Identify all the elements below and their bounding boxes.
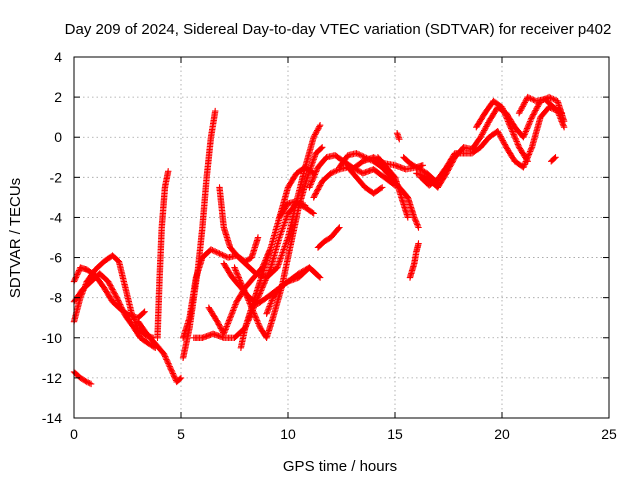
series-markers bbox=[406, 240, 422, 281]
y-tick-label: 4 bbox=[54, 49, 62, 65]
series-markers bbox=[400, 154, 426, 171]
y-tick-label: -12 bbox=[42, 370, 62, 386]
track-15 bbox=[263, 264, 322, 317]
series-markers bbox=[374, 154, 411, 221]
y-tick-label: 2 bbox=[54, 89, 62, 105]
x-tick-label: 15 bbox=[387, 426, 403, 442]
series-markers bbox=[393, 130, 403, 143]
y-tick-label: 0 bbox=[54, 129, 62, 145]
series-markers bbox=[216, 122, 324, 281]
x-tick-label: 10 bbox=[280, 426, 296, 442]
track-28 bbox=[515, 93, 566, 117]
y-tick-label: -2 bbox=[50, 169, 63, 185]
series-markers bbox=[237, 164, 317, 351]
track-14 bbox=[237, 164, 317, 351]
x-axis-title: GPS time / hours bbox=[283, 458, 397, 475]
series-markers bbox=[314, 224, 343, 251]
y-tick-label: -6 bbox=[50, 250, 63, 266]
plot-frame bbox=[73, 56, 610, 419]
x-tick-label: 0 bbox=[70, 426, 78, 442]
data-points bbox=[70, 93, 568, 388]
track-23 bbox=[393, 130, 403, 143]
y-axis-title: SDTVAR / TECUs bbox=[7, 178, 24, 298]
axis-ticks: 0 5 10 15 20 25 -14 -12 -10 -8 -6 -4 -2 0 2 4 bbox=[42, 49, 617, 442]
series-markers bbox=[263, 264, 322, 317]
track-2 bbox=[70, 270, 159, 351]
grid bbox=[74, 57, 609, 418]
track-6 bbox=[154, 168, 172, 341]
track-21 bbox=[374, 154, 411, 221]
series-markers bbox=[135, 318, 185, 386]
track-24 bbox=[406, 240, 422, 281]
track-29 bbox=[548, 154, 559, 165]
y-tick-label: -14 bbox=[42, 410, 62, 426]
y-tick-label: -4 bbox=[50, 209, 63, 225]
track-11 bbox=[216, 122, 324, 281]
series-markers bbox=[473, 97, 531, 165]
y-tick-label: -10 bbox=[42, 330, 62, 346]
track-27 bbox=[473, 97, 531, 165]
y-tick-label: -8 bbox=[50, 290, 63, 306]
series-markers bbox=[548, 154, 559, 165]
series-markers bbox=[154, 168, 172, 341]
track-5 bbox=[135, 318, 185, 386]
x-tick-label: 5 bbox=[177, 426, 185, 442]
series-markers bbox=[515, 93, 566, 117]
x-tick-label: 20 bbox=[494, 426, 510, 442]
x-tick-label: 25 bbox=[601, 426, 617, 442]
chart-title: Day 209 of 2024, Sidereal Day-to-day VTE… bbox=[65, 21, 612, 38]
track-22 bbox=[400, 154, 426, 171]
series-markers bbox=[70, 270, 159, 351]
track-16 bbox=[314, 224, 343, 251]
